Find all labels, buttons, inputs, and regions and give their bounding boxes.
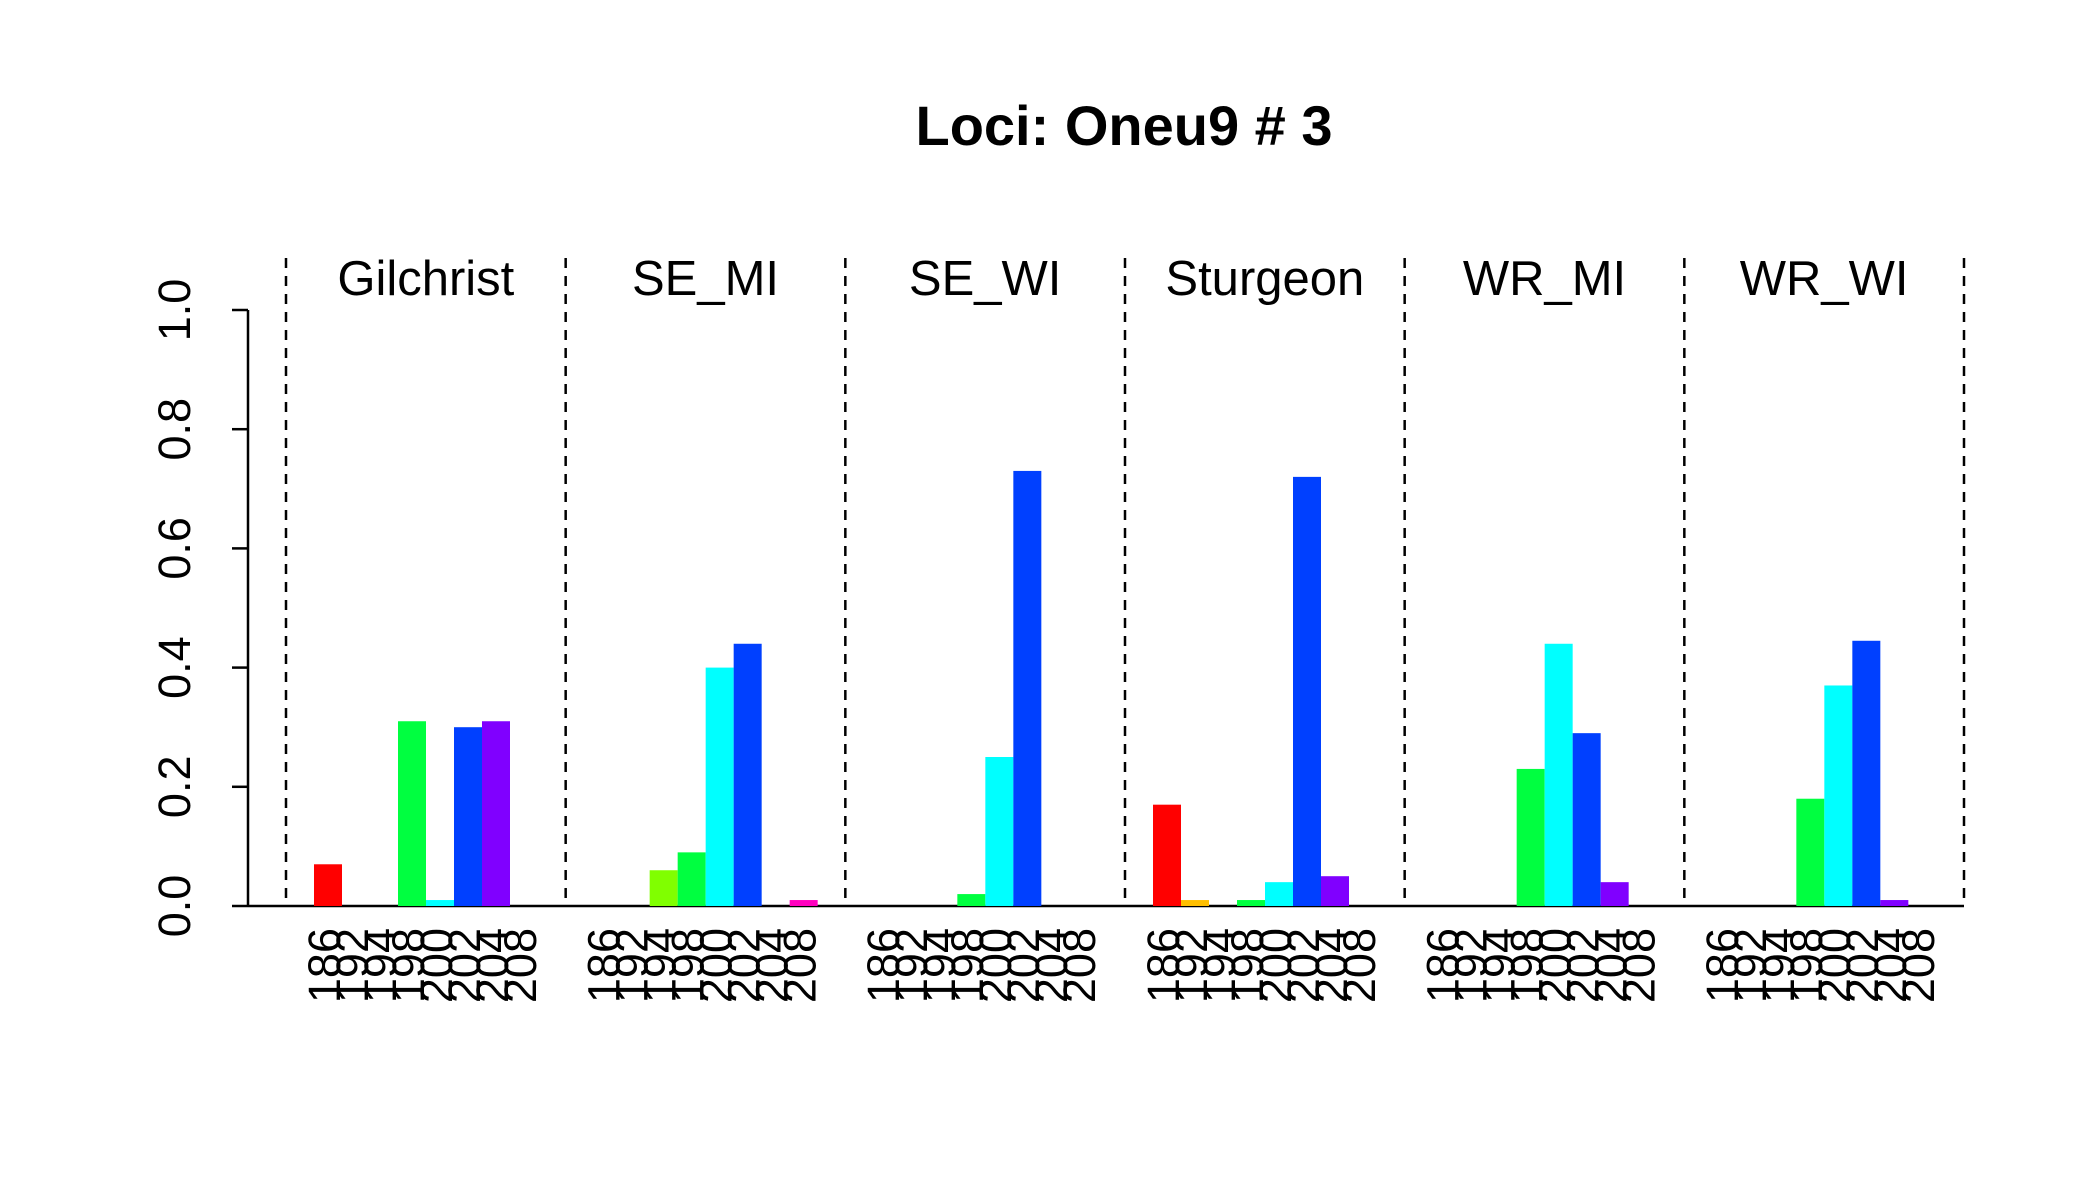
bar [649,870,678,906]
panel-label: WR_WI [1740,252,1909,306]
x-tick-label: 186 [858,928,909,1003]
x-tick-label: 200 [1809,928,1860,1003]
panel-label: Sturgeon [1165,252,1364,306]
x-tick-label: 186 [1418,928,1469,1003]
x-tick-label: 192 [327,928,378,1003]
x-tick-label: 208 [775,928,826,1003]
x-tick-label: 208 [1614,928,1665,1003]
x-tick-label: 198 [383,928,434,1003]
bar [314,864,342,906]
y-tick-label: 0.0 [149,875,200,938]
x-tick-label: 208 [1893,928,1944,1003]
x-tick-label: 186 [1138,928,1189,1003]
bar [1880,900,1909,906]
bar [1321,876,1349,906]
x-tick-label: 202 [1558,928,1609,1003]
x-tick-label: 202 [998,928,1049,1003]
x-tick-label: 204 [747,928,798,1003]
x-tick-label: 194 [635,928,686,1003]
x-tick-label: 208 [1334,928,1385,1003]
bar [1600,882,1629,906]
x-tick-label: 186 [579,928,630,1003]
bar [1293,476,1321,906]
panel-label: SE_WI [909,252,1061,306]
x-tick-label: 194 [355,928,406,1003]
x-tick-label: 198 [663,928,714,1003]
x-tick-label: 208 [1054,928,1105,1003]
x-tick-label: 200 [691,928,742,1003]
x-tick-label: 198 [942,928,993,1003]
panel-label: WR_MI [1463,252,1626,306]
x-tick-label: 192 [1446,928,1497,1003]
x-tick-label: 186 [299,928,350,1003]
x-tick-label: 194 [1474,928,1525,1003]
x-tick-label: 208 [495,928,546,1003]
x-tick-label: 198 [1781,928,1832,1003]
x-tick-label: 200 [1530,928,1581,1003]
x-tick-label: 194 [1753,928,1804,1003]
x-tick-label: 186 [1697,928,1748,1003]
bar [482,721,510,906]
x-tick-label: 204 [467,928,518,1003]
panel-label: Gilchrist [337,252,514,306]
bar [985,757,1014,906]
bar [1237,900,1265,906]
x-tick-label: 198 [1222,928,1273,1003]
y-tick-label: 0.4 [149,636,200,699]
x-tick-label: 204 [1306,928,1357,1003]
bar [1796,798,1825,906]
y-tick-label: 1.0 [149,279,200,342]
x-tick-label: 192 [1725,928,1776,1003]
panel-labels: Gilchrist SE_MI SE_WI Sturgeon WR_MI WR_WI [337,252,1908,306]
x-tick-label: 192 [886,928,937,1003]
bar [454,727,482,906]
bar [733,643,762,906]
chart-title: Loci: Oneu9 # 3 [916,94,1333,157]
bar [398,721,426,906]
bar [705,667,734,906]
x-tick-label: 194 [914,928,965,1003]
bar [1153,804,1181,906]
bar [1544,643,1573,906]
x-tick-label: 202 [719,928,770,1003]
bar [1181,900,1209,906]
x-tick-label: 200 [411,928,462,1003]
x-tick-label: 204 [1586,928,1637,1003]
x-tick-label: 200 [1250,928,1301,1003]
bar [1824,685,1853,906]
bar [1265,882,1293,906]
x-tick-label: 200 [970,928,1021,1003]
bar [1516,768,1545,906]
bar [1852,640,1881,906]
x-tick-label: 194 [1194,928,1245,1003]
y-tick-label: 0.6 [149,517,200,580]
panel-label: SE_MI [632,252,779,306]
bar [789,900,818,906]
x-tick-label: 202 [1837,928,1888,1003]
y-axis: 0.0 0.2 0.4 0.6 0.8 1.0 [149,279,250,938]
bar [957,894,986,906]
bar [677,852,706,906]
x-tick-label: 204 [1865,928,1916,1003]
x-tick-label: 204 [1026,928,1077,1003]
x-tick-label: 202 [1278,928,1329,1003]
x-tick-label: 192 [1166,928,1217,1003]
y-tick-label: 0.2 [149,756,200,819]
bar [1013,470,1042,906]
bar [426,900,454,906]
x-tick-label: 192 [607,928,658,1003]
x-tick-label: 198 [1502,928,1553,1003]
panel-separators [284,258,1966,906]
y-tick-label: 0.8 [149,398,200,461]
bar [1572,733,1601,906]
bars [314,470,1909,906]
x-tick-label: 202 [439,928,490,1003]
